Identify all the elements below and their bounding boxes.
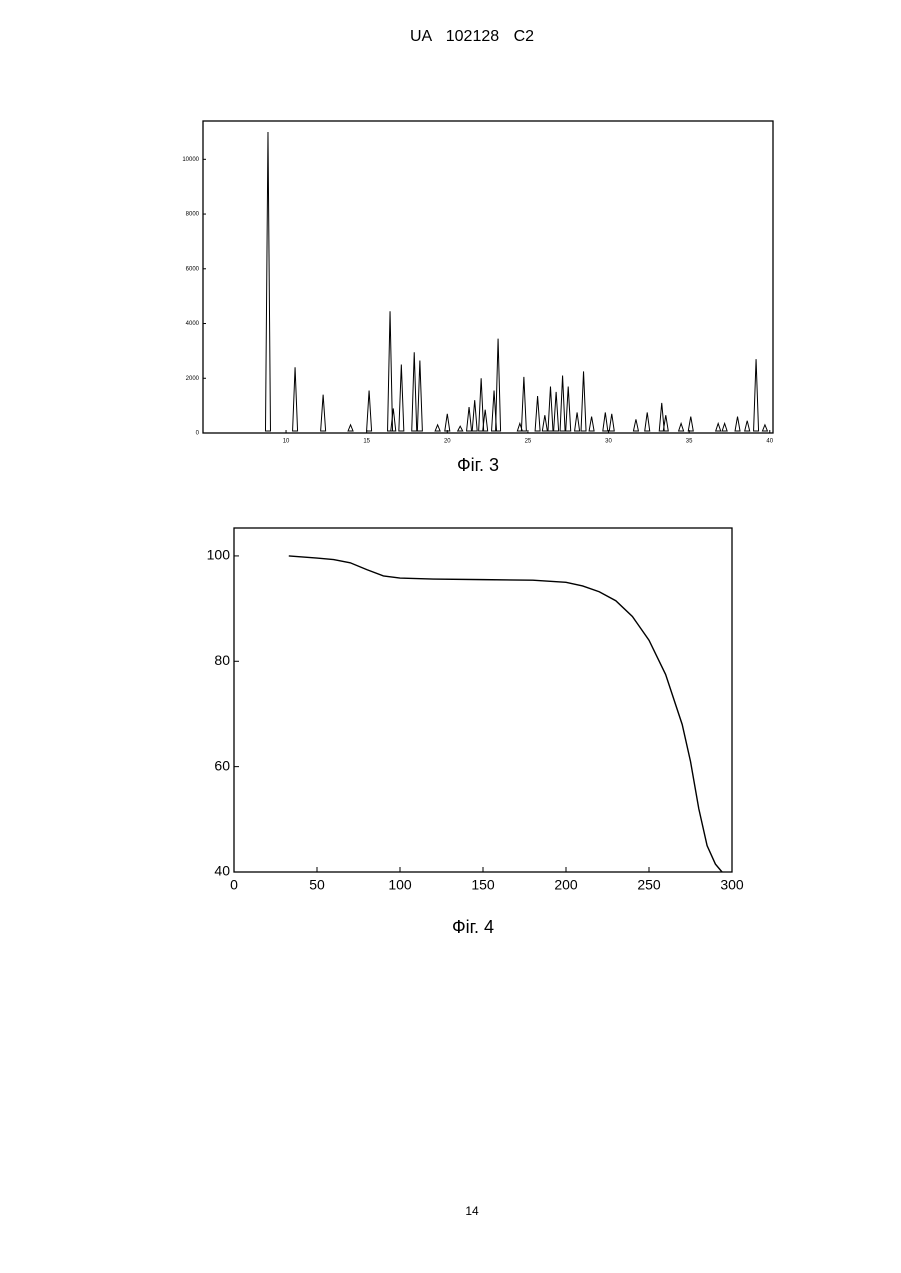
diffraction-peak <box>645 412 650 431</box>
diffraction-peak <box>716 423 721 431</box>
page: UA 102128 C2 14 020004000600080001000010… <box>0 0 901 1273</box>
diffraction-peak <box>265 132 270 431</box>
diffraction-peak <box>496 339 501 431</box>
diffraction-peak <box>399 365 404 431</box>
diffraction-peak <box>754 359 759 431</box>
x-tick-label: 100 <box>388 877 412 893</box>
diffraction-peak <box>566 386 571 431</box>
diffraction-peak <box>293 367 298 431</box>
patent-header: UA 102128 C2 <box>410 28 534 45</box>
x-tick-label: 200 <box>554 877 578 893</box>
y-tick-label: 10000 <box>182 157 199 163</box>
x-tick-label: 25 <box>525 439 532 445</box>
x-tick-label: 30 <box>605 439 612 445</box>
x-tick-label: 40 <box>766 439 773 445</box>
diffraction-peak <box>435 425 440 431</box>
diffraction-peak <box>472 400 477 431</box>
x-tick-label: 35 <box>686 439 693 445</box>
figure-caption: Фіг. 3 <box>457 455 499 475</box>
diffraction-peak <box>458 426 463 431</box>
y-tick-label: 60 <box>214 757 230 773</box>
x-tick-label: 300 <box>720 877 744 893</box>
x-tick-label: 50 <box>309 877 325 893</box>
x-tick-label: 10 <box>283 439 290 445</box>
y-tick-label: 8000 <box>186 212 200 218</box>
x-tick-label: 15 <box>363 439 370 445</box>
y-tick-label: 6000 <box>186 266 200 272</box>
diffraction-peak <box>745 421 750 431</box>
diffraction-peak <box>391 408 396 431</box>
diffraction-peak <box>560 376 565 431</box>
page-number: 14 <box>465 1204 479 1218</box>
diffraction-peak <box>417 360 422 431</box>
y-tick-label: 4000 <box>186 321 200 327</box>
y-tick-label: 100 <box>207 547 231 563</box>
diffraction-peak <box>762 425 767 431</box>
diffraction-peak <box>542 415 547 431</box>
diffraction-peak <box>467 407 472 431</box>
diffraction-peak <box>554 392 559 431</box>
document-page: UA 102128 C2 14 020004000600080001000010… <box>0 0 901 1273</box>
diffraction-peak <box>609 414 614 431</box>
diffraction-peak <box>663 415 668 431</box>
diffraction-peak <box>679 423 684 431</box>
diffraction-peak <box>348 425 353 431</box>
figure-caption: Фіг. 4 <box>452 917 494 937</box>
diffraction-peak <box>445 414 450 431</box>
diffraction-peak <box>412 352 417 431</box>
diffraction-peak <box>535 396 540 431</box>
diffraction-peak <box>388 311 393 431</box>
mass-loss-curve <box>289 556 722 872</box>
diffraction-peak <box>367 391 372 431</box>
plot-frame <box>203 121 773 433</box>
x-tick-label: 0 <box>230 877 238 893</box>
x-tick-label: 20 <box>444 439 451 445</box>
diffraction-peak <box>479 378 484 431</box>
diffraction-peak <box>581 371 586 431</box>
diffraction-peak <box>688 417 693 431</box>
diffraction-peak <box>589 417 594 431</box>
diffraction-peak <box>321 395 326 431</box>
y-tick-label: 0 <box>196 431 200 437</box>
x-tick-label: 150 <box>471 877 495 893</box>
diffraction-peak <box>575 412 580 431</box>
y-tick-label: 40 <box>214 863 230 879</box>
diffraction-peak <box>483 410 488 431</box>
diffraction-peak <box>548 386 553 431</box>
diffraction-peak <box>735 417 740 431</box>
x-tick-label: 250 <box>637 877 661 893</box>
diffraction-peak <box>633 419 638 431</box>
diffraction-peak <box>722 423 727 431</box>
y-tick-label: 80 <box>214 652 230 668</box>
diffraction-peak <box>603 412 608 431</box>
y-tick-label: 2000 <box>186 376 200 382</box>
diffraction-peak <box>521 377 526 431</box>
